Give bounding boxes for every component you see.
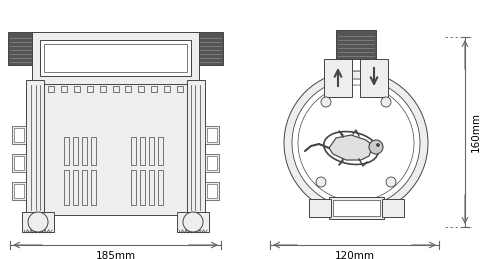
Bar — [207, 156, 217, 170]
Bar — [73, 170, 78, 205]
Bar — [36, 86, 42, 92]
Circle shape — [183, 212, 203, 232]
Circle shape — [369, 140, 383, 154]
Bar — [205, 154, 219, 172]
Bar — [149, 170, 154, 205]
Bar — [112, 86, 118, 92]
Bar — [140, 170, 145, 205]
Circle shape — [321, 97, 331, 107]
Bar — [14, 128, 24, 142]
Bar — [14, 184, 24, 198]
Bar — [12, 154, 26, 172]
Bar — [74, 86, 80, 92]
Bar — [329, 197, 384, 219]
Bar — [48, 86, 54, 92]
Bar — [40, 40, 191, 76]
Bar — [176, 86, 182, 92]
Bar — [205, 126, 219, 144]
Circle shape — [28, 212, 48, 232]
Bar — [87, 86, 93, 92]
Bar — [158, 170, 163, 205]
Bar — [82, 137, 87, 165]
Bar — [158, 137, 163, 165]
Bar — [12, 182, 26, 200]
Bar — [73, 137, 78, 165]
Bar — [324, 59, 352, 97]
Bar — [61, 86, 67, 92]
Bar — [36, 54, 195, 215]
Bar — [22, 212, 54, 232]
Bar — [207, 128, 217, 142]
Bar — [100, 86, 105, 92]
Bar — [164, 86, 170, 92]
Circle shape — [381, 97, 391, 107]
Circle shape — [376, 143, 380, 147]
Text: 120mm: 120mm — [334, 251, 374, 259]
Bar — [151, 86, 157, 92]
Bar — [149, 137, 154, 165]
Bar — [360, 59, 388, 97]
Bar — [12, 126, 26, 144]
Bar — [140, 137, 145, 165]
Bar — [131, 137, 136, 165]
Bar — [333, 200, 380, 216]
Circle shape — [292, 79, 420, 207]
Bar — [187, 80, 205, 215]
Circle shape — [284, 71, 428, 215]
Bar — [8, 32, 36, 65]
Bar — [177, 212, 209, 232]
Bar — [382, 199, 404, 217]
Bar — [32, 32, 199, 84]
Circle shape — [298, 85, 414, 201]
Bar — [309, 199, 331, 217]
Bar — [14, 156, 24, 170]
Polygon shape — [329, 135, 373, 160]
Bar — [138, 86, 144, 92]
Bar — [195, 32, 223, 65]
Bar — [336, 30, 376, 59]
Text: 160mm: 160mm — [471, 112, 481, 152]
Bar — [131, 170, 136, 205]
Bar — [91, 137, 96, 165]
Bar — [64, 137, 69, 165]
Bar — [126, 86, 132, 92]
Bar — [26, 80, 44, 215]
Bar — [207, 184, 217, 198]
Bar — [91, 170, 96, 205]
Circle shape — [316, 177, 326, 187]
Text: 185mm: 185mm — [96, 251, 136, 259]
Bar — [44, 44, 187, 72]
Bar — [205, 182, 219, 200]
Bar — [82, 170, 87, 205]
Bar — [64, 170, 69, 205]
Circle shape — [386, 177, 396, 187]
